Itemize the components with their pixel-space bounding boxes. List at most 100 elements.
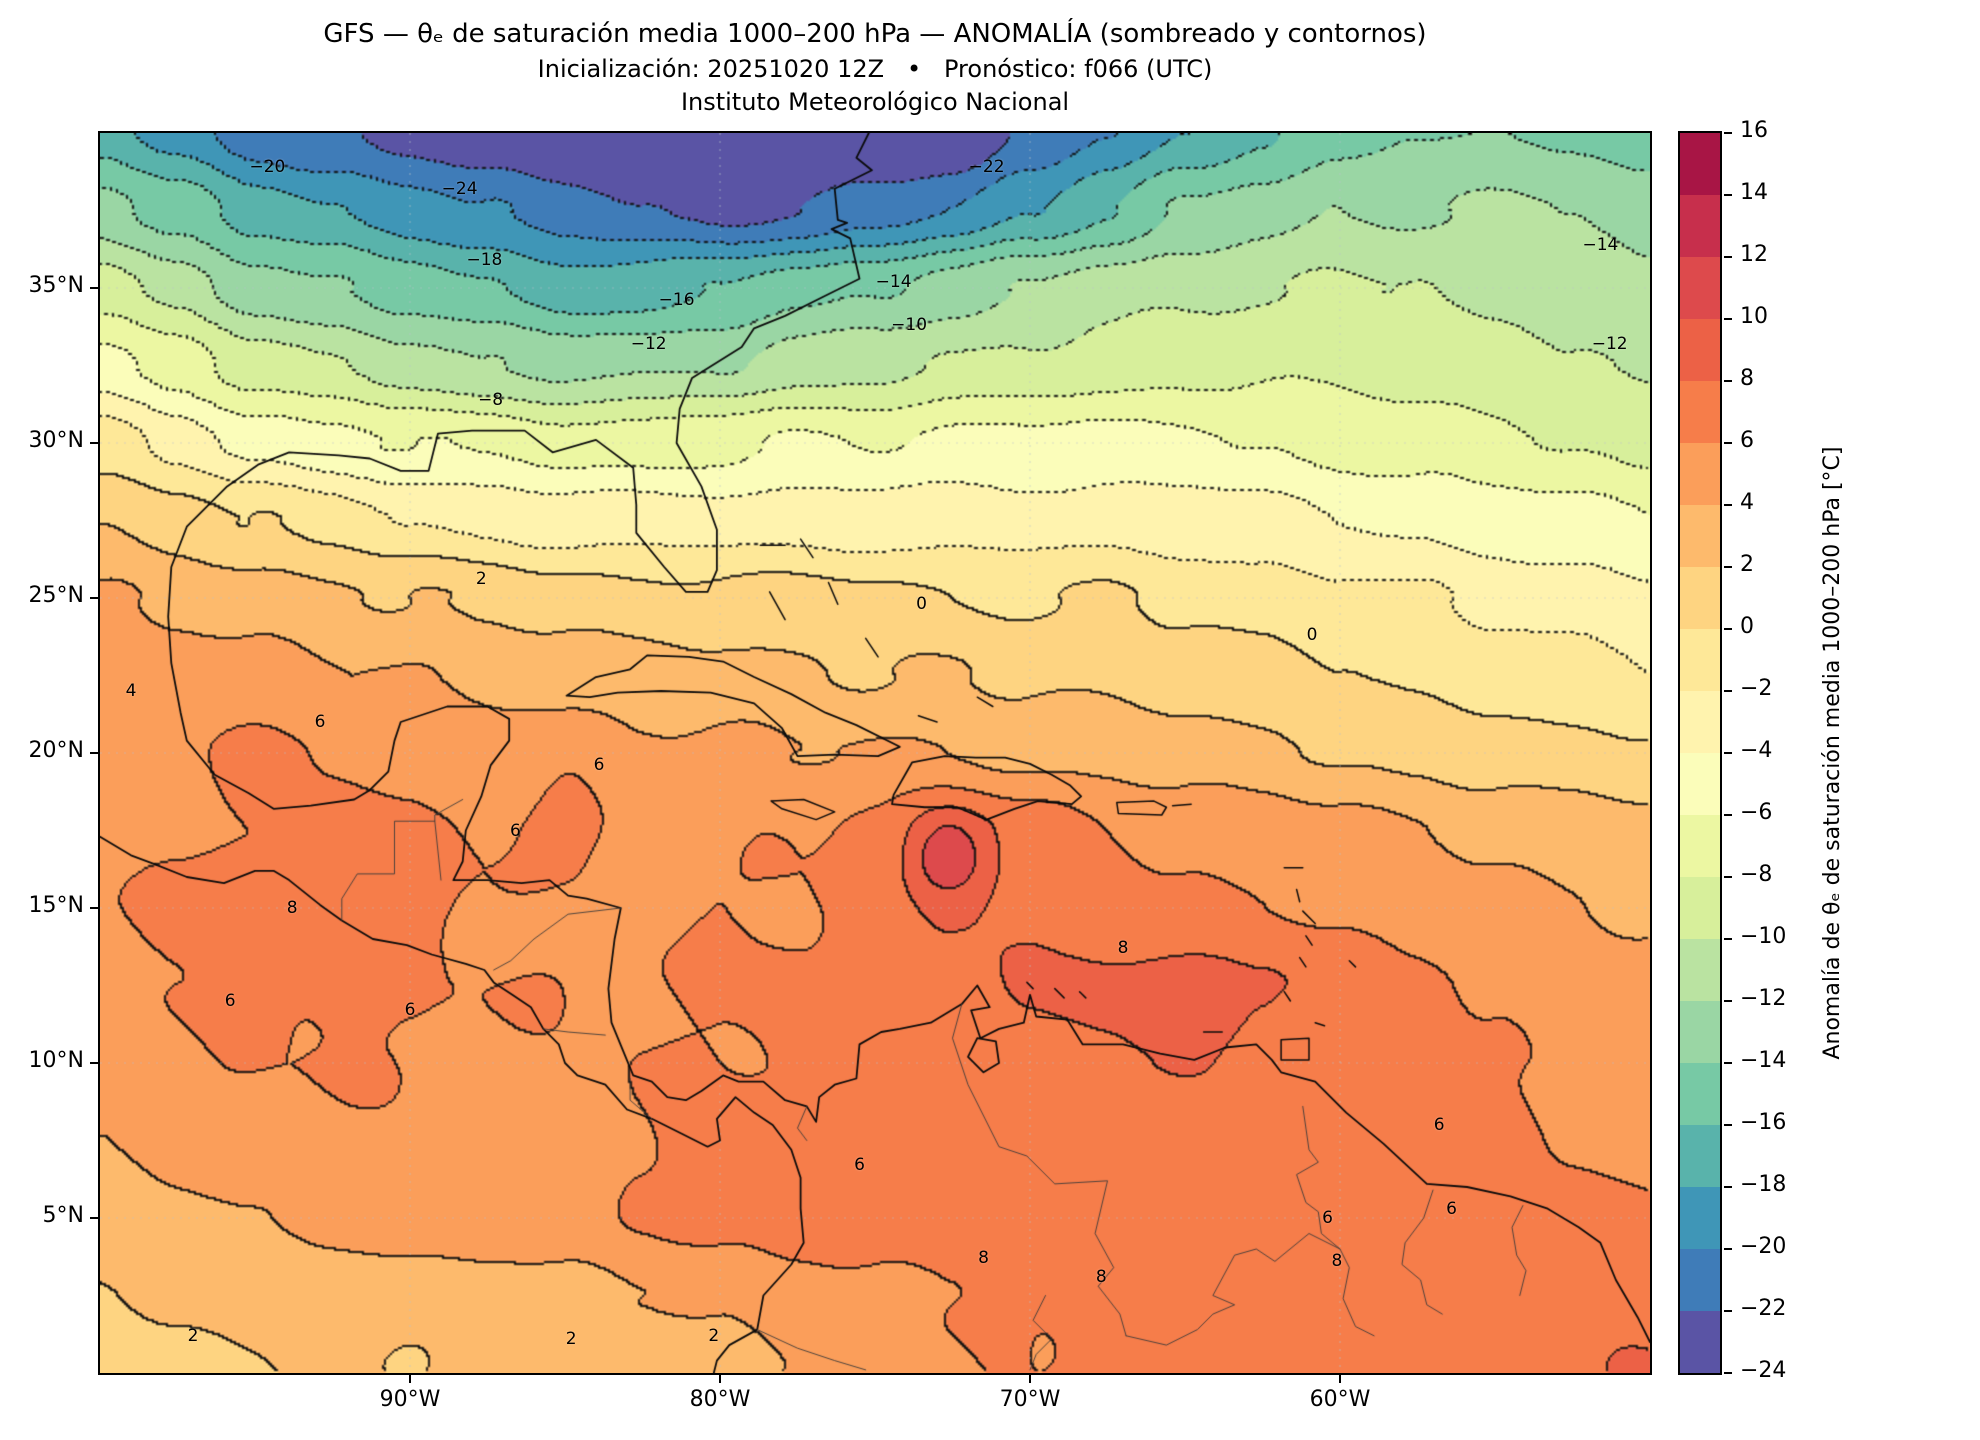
y-tick-label: 10°N xyxy=(28,1048,84,1073)
colorbar-segment xyxy=(1680,133,1720,195)
colorbar-tick-mark xyxy=(1724,566,1732,568)
colorbar-tick-mark xyxy=(1724,1310,1732,1312)
colorbar-tick-label: −18 xyxy=(1740,1172,1787,1197)
contour-label: 2 xyxy=(708,1325,720,1346)
colorbar-segment xyxy=(1680,753,1720,815)
colorbar-segment xyxy=(1680,629,1720,691)
colorbar-tick-label: 4 xyxy=(1740,490,1754,515)
y-tick-mark xyxy=(90,907,98,909)
contour-label: −20 xyxy=(249,157,286,178)
chart-institution: Instituto Meteorológico Nacional xyxy=(680,88,1070,116)
colorbar-segment xyxy=(1680,1125,1720,1187)
contour-label: −24 xyxy=(441,178,478,199)
colorbar-segment xyxy=(1680,381,1720,443)
colorbar-segment xyxy=(1680,567,1720,629)
contour-label: 6 xyxy=(224,991,236,1011)
contour-label: 2 xyxy=(475,569,487,590)
colorbar-segment xyxy=(1680,195,1720,257)
colorbar-tick-label: −24 xyxy=(1740,1358,1787,1383)
y-tick-mark xyxy=(90,1217,98,1219)
x-tick-mark xyxy=(1029,1375,1031,1383)
colorbar-segment xyxy=(1680,939,1720,1001)
colorbar-tick-mark xyxy=(1724,318,1732,320)
contour-labels-layer: −20 −24 −22 −18 −16 −14 −14 −12 −12 −10 −8 2 0 0 4 6 6 6 8… xyxy=(100,133,1650,1373)
chart-title: GFS — θₑ de saturación media 1000–200 hP… xyxy=(323,19,1427,49)
coastline-overlay-canvas xyxy=(100,133,1650,1373)
colorbar-tick-label: 2 xyxy=(1740,552,1754,577)
colorbar-segment xyxy=(1680,1311,1720,1373)
colorbar-tick-mark xyxy=(1724,814,1732,816)
colorbar-tick-mark xyxy=(1724,1062,1732,1064)
contour-label: 8 xyxy=(1331,1251,1343,1272)
y-tick-mark xyxy=(90,752,98,754)
colorbar-tick-label: −4 xyxy=(1740,738,1773,763)
colorbar-tick-label: 12 xyxy=(1740,242,1768,267)
y-tick-label: 30°N xyxy=(28,428,84,453)
colorbar-tick-mark xyxy=(1724,132,1732,134)
colorbar-segment xyxy=(1680,443,1720,505)
colorbar-segment xyxy=(1680,691,1720,753)
colorbar-tick-mark xyxy=(1724,628,1732,630)
colorbar-segment xyxy=(1680,505,1720,567)
contour-label: −22 xyxy=(968,157,1005,178)
colorbar-tick-label: −16 xyxy=(1740,1110,1787,1135)
contour-label: 8 xyxy=(286,898,298,918)
contour-label: 8 xyxy=(1117,938,1129,959)
colorbar-segment xyxy=(1680,319,1720,381)
colorbar-tick-mark xyxy=(1724,752,1732,754)
contour-label: −14 xyxy=(875,271,912,292)
contour-label: 6 xyxy=(1322,1208,1334,1228)
colorbar-label: Anomalía de θₑ de saturación media 1000–… xyxy=(1820,446,1845,1060)
colorbar-segment xyxy=(1680,815,1720,877)
chart-subtitle: Inicialización: 20251020 12Z • Pronóstic… xyxy=(537,55,1213,83)
colorbar-tick-label: 6 xyxy=(1740,428,1754,453)
contour-label: 6 xyxy=(404,1000,416,1021)
colorbar-segment xyxy=(1680,877,1720,939)
contour-label: −18 xyxy=(466,250,503,271)
map-plot-area: −20 −24 −22 −18 −16 −14 −14 −12 −12 −10 −8 2 0 0 4 6 6 6 8… xyxy=(100,133,1650,1373)
colorbar-tick-label: 10 xyxy=(1740,304,1768,329)
colorbar-tick-label: 14 xyxy=(1740,180,1768,205)
contour-label: 6 xyxy=(854,1155,865,1176)
colorbar-tick-label: −8 xyxy=(1740,862,1773,887)
colorbar-tick-label: −14 xyxy=(1740,1048,1787,1073)
colorbar-tick-mark xyxy=(1724,380,1732,382)
colorbar-tick-label: −20 xyxy=(1740,1234,1787,1259)
x-tick-label: 80°W xyxy=(689,1387,751,1412)
contour-label: −8 xyxy=(478,389,504,410)
colorbar-tick-mark xyxy=(1724,1186,1732,1188)
x-tick-label: 90°W xyxy=(379,1387,441,1412)
colorbar-tick-mark xyxy=(1724,1372,1732,1374)
x-tick-label: 60°W xyxy=(1309,1387,1371,1412)
y-tick-mark xyxy=(90,597,98,599)
y-tick-mark xyxy=(90,442,98,444)
colorbar-tick-mark xyxy=(1724,1000,1732,1002)
y-tick-label: 15°N xyxy=(28,893,84,918)
y-tick-label: 5°N xyxy=(42,1203,84,1228)
contour-label: 8 xyxy=(978,1248,989,1269)
y-tick-label: 20°N xyxy=(28,738,84,763)
colorbar-tick-mark xyxy=(1724,876,1732,878)
chart-title-block: GFS — θₑ de saturación media 1000–200 hP… xyxy=(100,16,1650,118)
contour-label: 6 xyxy=(593,755,605,776)
contour-label: 4 xyxy=(125,681,137,701)
colorbar-tick-mark xyxy=(1724,442,1732,444)
colorbar-tick-mark xyxy=(1724,690,1732,692)
y-tick-mark xyxy=(90,287,98,289)
x-tick-mark xyxy=(409,1375,411,1383)
contour-label: 2 xyxy=(187,1325,199,1346)
contour-label: −10 xyxy=(891,315,928,336)
contour-label: 2 xyxy=(565,1328,577,1349)
y-tick-label: 35°N xyxy=(28,273,84,298)
contour-label: 6 xyxy=(509,820,521,841)
x-tick-mark xyxy=(1339,1375,1341,1383)
contour-label: 8 xyxy=(1095,1266,1107,1287)
colorbar-tick-mark xyxy=(1724,256,1732,258)
y-tick-label: 25°N xyxy=(28,583,84,608)
x-tick-mark xyxy=(719,1375,721,1383)
colorbar-segment xyxy=(1680,1063,1720,1125)
contour-label: −12 xyxy=(1591,333,1628,354)
y-tick-mark xyxy=(90,1062,98,1064)
colorbar-tick-mark xyxy=(1724,504,1732,506)
